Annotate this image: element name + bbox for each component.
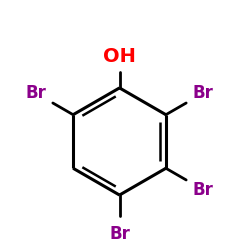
Text: OH: OH <box>103 47 136 66</box>
Text: Br: Br <box>192 180 213 198</box>
Text: Br: Br <box>109 224 130 242</box>
Text: Br: Br <box>26 84 47 102</box>
Text: Br: Br <box>192 84 213 102</box>
